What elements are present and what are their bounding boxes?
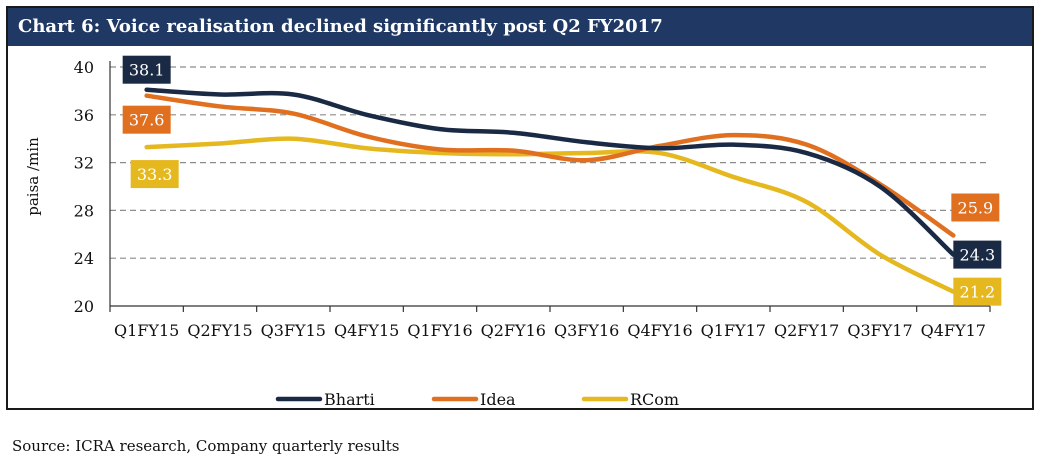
data-label-box [122, 105, 171, 134]
data-label-box [951, 193, 1000, 222]
data-label: 37.6 [129, 111, 165, 130]
x-tick-label: Q3FY16 [554, 321, 619, 340]
chart-frame: Chart 6: Voice realisation declined sign… [6, 6, 1034, 410]
y-tick-label: 24 [74, 249, 94, 268]
series-line-rcom [144, 136, 956, 294]
x-tick-label: Q4FY17 [921, 321, 986, 340]
data-label-box [122, 55, 171, 84]
y-tick-label: 20 [74, 297, 94, 316]
y-tick-label: 32 [74, 154, 94, 173]
data-label-box [130, 160, 179, 189]
y-tick-label: 36 [74, 106, 94, 125]
x-tick-label: Q4FY16 [627, 321, 692, 340]
y-axis-label: paisa /min [24, 137, 42, 216]
data-label: 25.9 [958, 198, 994, 217]
series-line-idea [144, 93, 956, 238]
chart-title: Chart 6: Voice realisation declined sign… [8, 8, 1032, 46]
x-tick-label: Q3FY15 [261, 321, 326, 340]
x-tick-label: Q2FY16 [481, 321, 546, 340]
x-tick-label: Q1FY16 [407, 321, 472, 340]
data-label: 33.3 [137, 165, 173, 184]
data-label: 38.1 [129, 61, 165, 80]
source-note: Source: ICRA research, Company quarterly… [12, 437, 400, 455]
x-tick-label: Q3FY17 [847, 321, 912, 340]
y-tick-label: 28 [74, 201, 94, 220]
x-tick-label: Q1FY17 [701, 321, 766, 340]
x-tick-label: Q2FY17 [774, 321, 839, 340]
data-label: 21.2 [960, 283, 996, 302]
x-tick-label: Q1FY15 [114, 321, 179, 340]
data-label: 24.3 [960, 246, 996, 265]
data-label-box [953, 277, 1002, 306]
y-tick-label: 40 [74, 58, 94, 77]
legend-label: Bharti [324, 390, 375, 409]
x-tick-label: Q2FY15 [187, 321, 252, 340]
data-label-box [953, 240, 1002, 269]
x-tick-label: Q4FY15 [334, 321, 399, 340]
series-line-bharti [144, 87, 956, 257]
legend-label: RCom [630, 390, 679, 409]
legend-label: Idea [480, 390, 516, 409]
